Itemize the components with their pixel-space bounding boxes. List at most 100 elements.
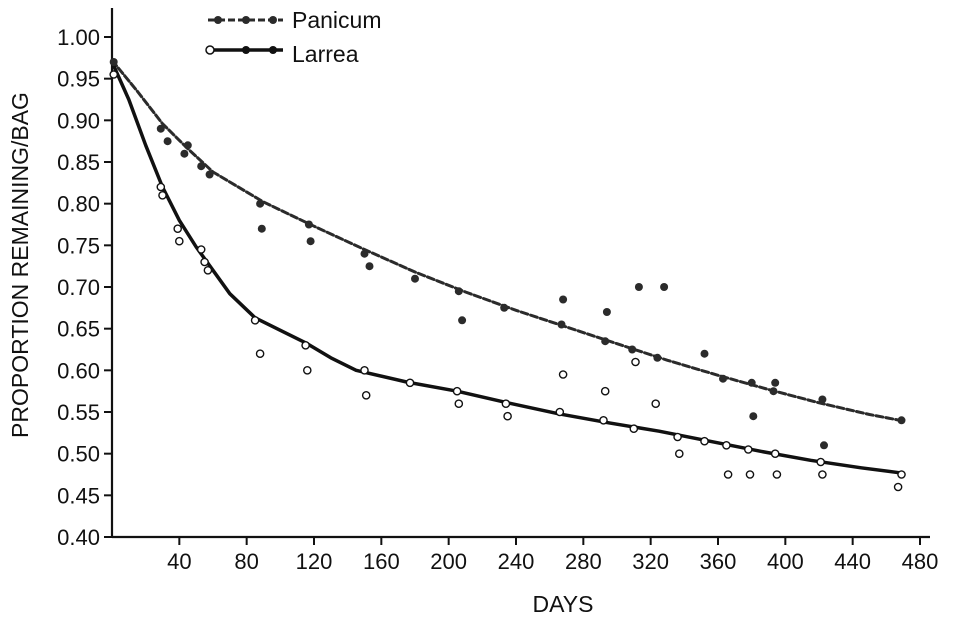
- x-tick-label: 480: [902, 549, 939, 574]
- y-tick-label: 1.00: [57, 25, 100, 50]
- y-tick-label: 0.90: [57, 108, 100, 133]
- x-tick-label: 320: [632, 549, 669, 574]
- data-point-larrea: [250, 315, 260, 325]
- data-point-larrea: [360, 365, 369, 375]
- data-point-panicum: [700, 349, 709, 358]
- data-point-larrea: [816, 457, 826, 467]
- data-point-panicum: [771, 378, 780, 387]
- data-point-larrea: [454, 399, 464, 409]
- data-point-larrea: [772, 470, 782, 479]
- axes-layer: [110, 8, 930, 539]
- fit-lines-layer: [110, 58, 902, 475]
- data-point-larrea: [897, 470, 906, 479]
- y-tick-label: 0.55: [57, 400, 100, 425]
- y-tick-label: 0.65: [57, 317, 100, 342]
- data-point-larrea: [631, 357, 640, 367]
- data-point-panicum: [500, 303, 509, 312]
- y-tick-label: 0.80: [57, 192, 100, 217]
- data-point-larrea: [452, 386, 462, 396]
- data-point-larrea: [744, 445, 753, 454]
- data-point-larrea: [158, 190, 167, 200]
- data-point-larrea: [600, 386, 610, 396]
- legend-marker-larrea: [205, 45, 215, 55]
- data-point-panicum: [180, 149, 189, 158]
- data-point-larrea: [361, 390, 371, 400]
- data-point-panicum: [256, 199, 265, 208]
- x-tick-label: 160: [363, 549, 400, 574]
- data-point-larrea: [173, 224, 182, 233]
- data-point-larrea: [700, 436, 709, 446]
- data-point-larrea: [109, 70, 118, 79]
- x-tick-label: 280: [565, 549, 602, 574]
- legend-marker-panicum: [269, 16, 277, 24]
- data-point-larrea: [893, 482, 903, 492]
- data-point-panicum: [411, 274, 419, 283]
- legend-marker-panicum: [214, 16, 222, 24]
- data-point-panicum: [183, 141, 192, 150]
- legend-label-larrea: Larrea: [292, 41, 359, 67]
- legend-marker-larrea: [269, 46, 277, 54]
- data-point-panicum: [818, 395, 827, 404]
- data-point-panicum: [601, 337, 610, 346]
- data-point-panicum: [660, 283, 669, 291]
- y-tick-label: 0.95: [57, 67, 100, 92]
- x-tick-label: 120: [296, 549, 333, 574]
- data-point-panicum: [156, 124, 165, 133]
- data-point-panicum: [653, 353, 662, 362]
- data-point-panicum: [197, 162, 206, 171]
- data-point-larrea: [745, 470, 755, 479]
- y-tick-label: 0.70: [57, 275, 100, 300]
- data-point-panicum: [602, 308, 611, 316]
- data-point-larrea: [174, 236, 184, 246]
- data-point-panicum: [634, 283, 643, 291]
- data-point-panicum: [109, 58, 118, 66]
- data-point-larrea: [723, 470, 733, 479]
- data-point-panicum: [458, 316, 467, 325]
- data-point-panicum: [628, 345, 637, 354]
- data-point-panicum: [306, 237, 315, 246]
- data-point-larrea: [651, 399, 661, 409]
- data-point-panicum: [360, 249, 369, 258]
- x-axis-title: DAYS: [533, 591, 594, 617]
- data-point-panicum: [304, 220, 313, 229]
- data-point-panicum: [719, 374, 727, 383]
- ticks-layer: 40 80 120 160 200 240 280 320 360 400 440 480 0.40 0.…: [57, 25, 938, 574]
- y-axis-title: PROPORTION REMAINING/BAG: [7, 92, 33, 438]
- data-point-panicum: [820, 441, 828, 450]
- data-point-panicum: [557, 320, 566, 329]
- data-point-larrea: [301, 340, 310, 350]
- y-tick-label: 0.40: [57, 525, 100, 550]
- x-tick-label: 440: [834, 549, 871, 574]
- data-point-larrea: [503, 411, 512, 421]
- data-point-panicum: [205, 170, 214, 179]
- series-line-larrea: [110, 60, 902, 475]
- y-tick-label: 0.45: [57, 483, 100, 508]
- y-tick-label: 0.60: [57, 358, 100, 383]
- data-point-larrea: [302, 365, 312, 375]
- data-point-panicum: [769, 387, 778, 396]
- data-point-larrea: [255, 349, 265, 359]
- data-point-larrea: [629, 424, 639, 434]
- data-point-larrea: [405, 378, 415, 388]
- legend: Panicum Larrea: [205, 7, 381, 67]
- data-point-panicum: [747, 378, 756, 387]
- x-tick-label: 360: [700, 549, 737, 574]
- x-tick-label: 400: [767, 549, 804, 574]
- data-point-panicum: [365, 262, 374, 271]
- x-tick-label: 40: [167, 549, 191, 574]
- y-tick-label: 0.85: [57, 150, 100, 175]
- data-point-larrea: [675, 449, 684, 459]
- data-point-panicum: [749, 412, 758, 421]
- y-tick-label: 0.50: [57, 442, 100, 467]
- data-point-panicum: [163, 137, 172, 146]
- data-point-larrea: [558, 370, 568, 379]
- x-tick-label: 200: [430, 549, 467, 574]
- data-point-larrea: [200, 257, 209, 267]
- data-point-panicum: [257, 224, 266, 233]
- data-point-larrea: [722, 440, 731, 450]
- legend-marker-panicum: [242, 16, 250, 24]
- data-point-larrea: [770, 449, 780, 459]
- data-point-larrea: [673, 432, 682, 442]
